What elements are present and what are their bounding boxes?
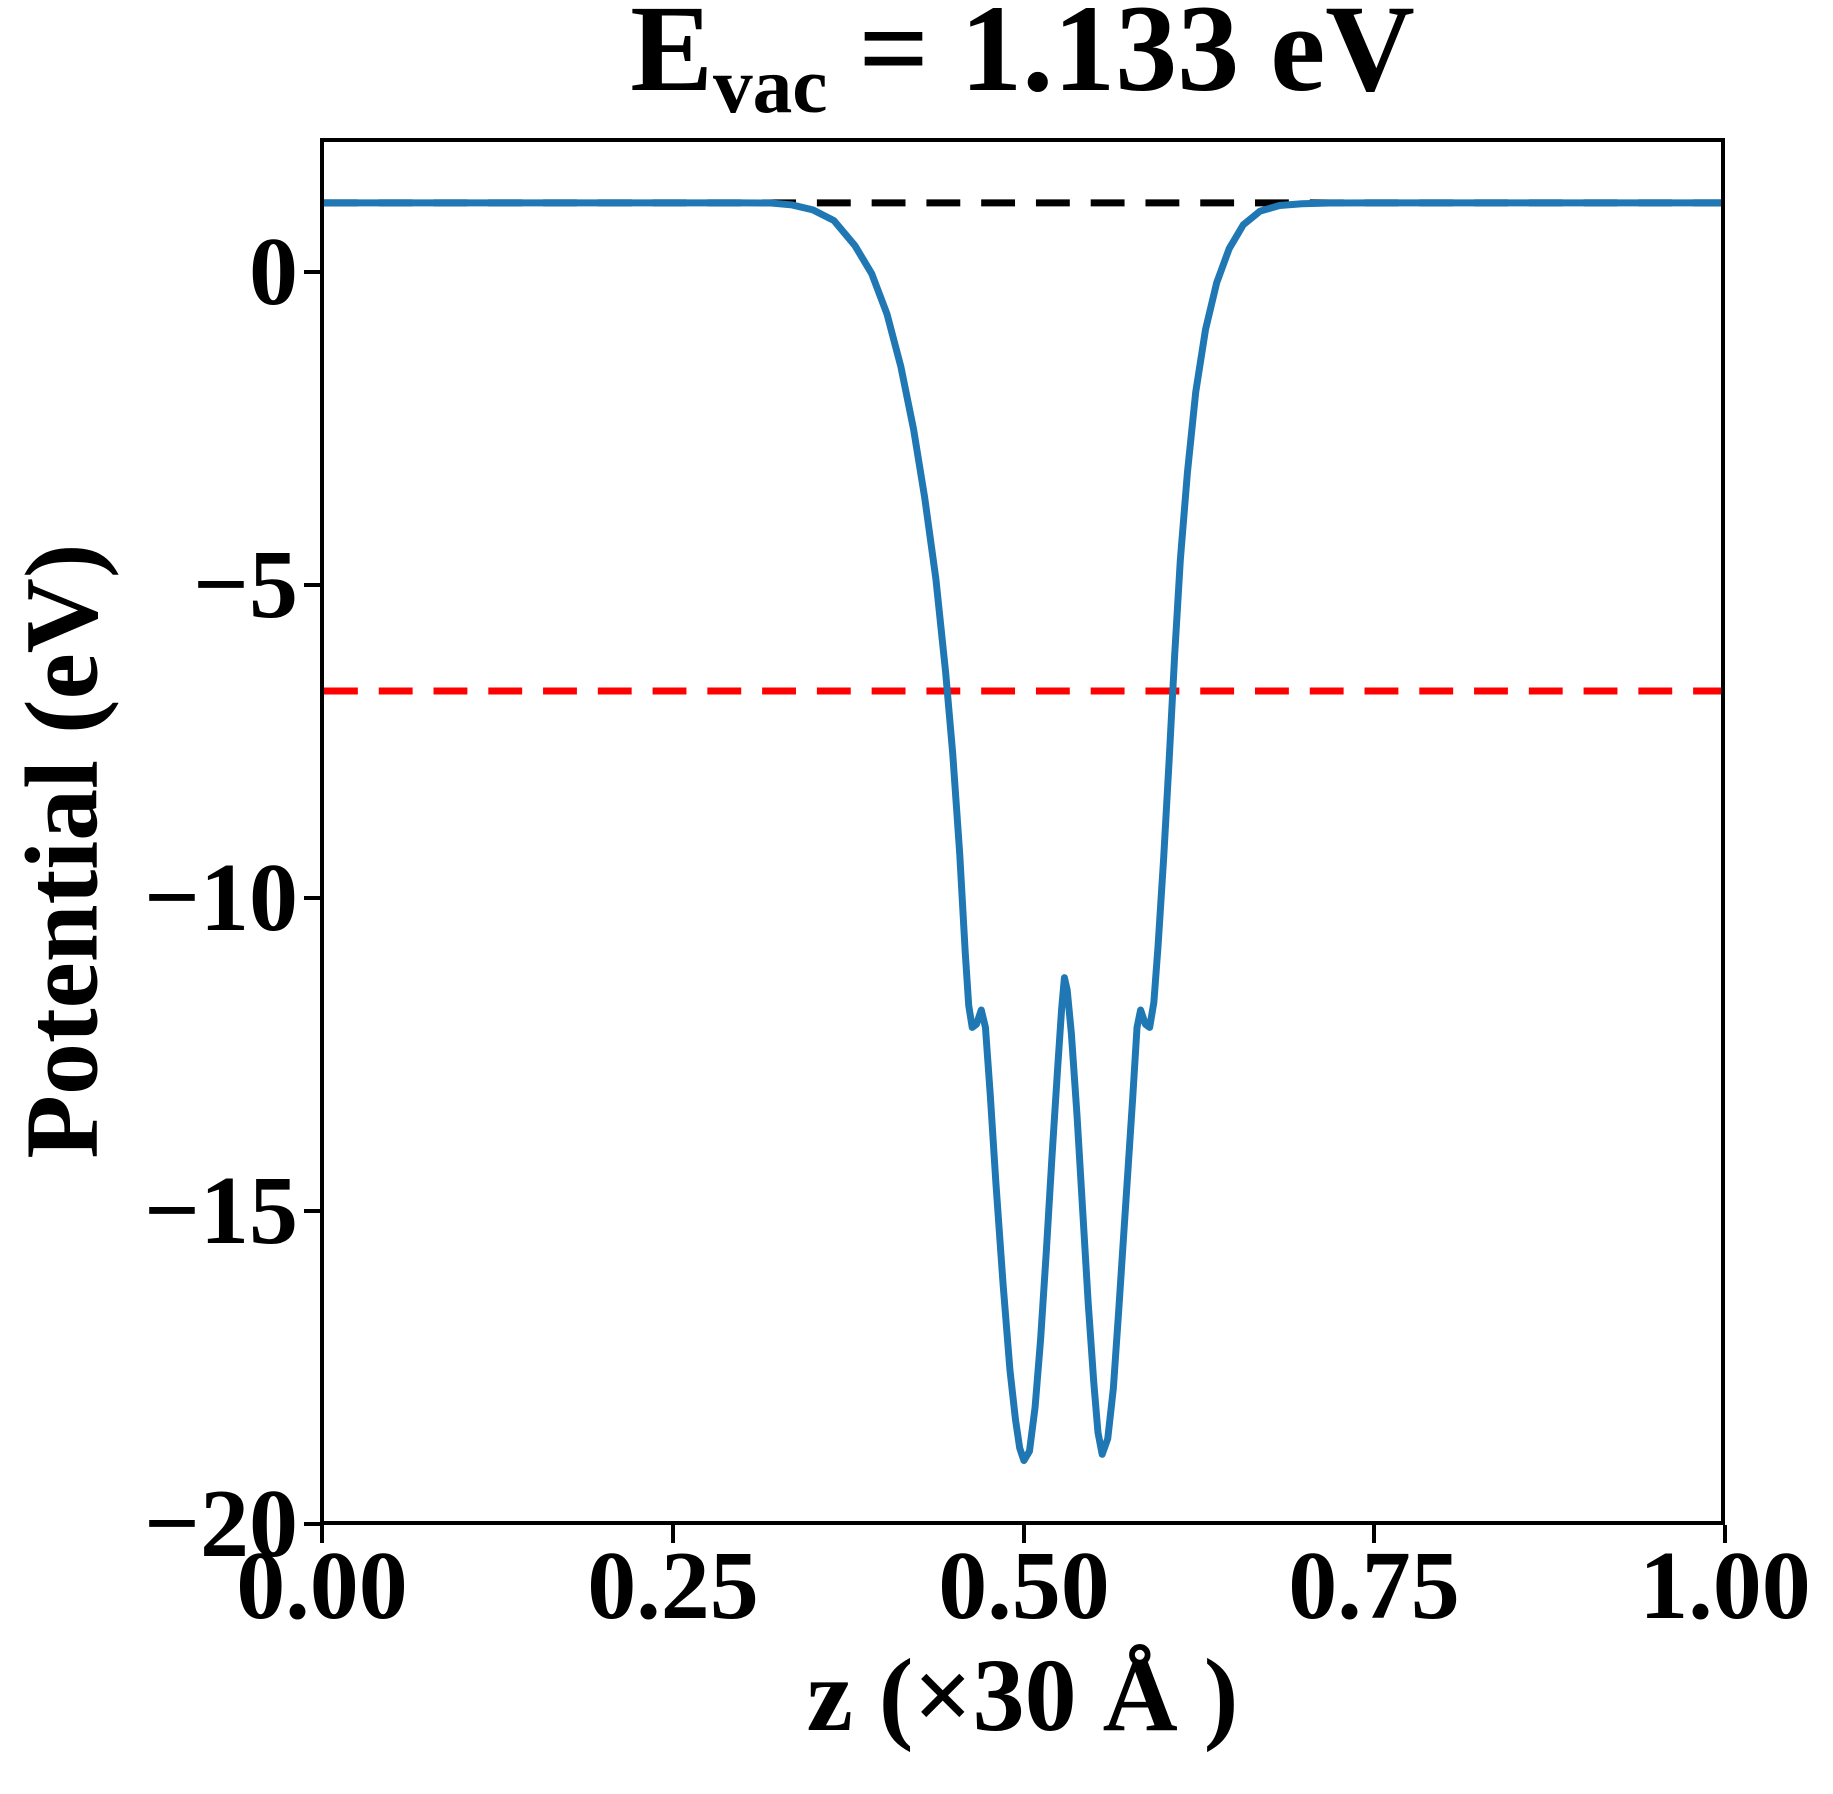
y-tick-mark [304, 583, 322, 587]
y-tick-mark [304, 896, 322, 900]
y-tick-mark [304, 1522, 322, 1526]
plot-area [320, 138, 1725, 1525]
x-tick-label: 0.25 [587, 1532, 759, 1640]
x-tick-label: 0.00 [236, 1532, 408, 1640]
title-symbol: E [630, 0, 713, 117]
y-tick-label: −10 [144, 844, 298, 952]
y-tick-mark [304, 1209, 322, 1213]
potential-curve [324, 199, 1721, 1465]
y-tick-label: −15 [144, 1157, 298, 1265]
x-tick-label: 0.50 [938, 1532, 1110, 1640]
y-tick-mark [304, 270, 322, 274]
x-tick-label: 1.00 [1639, 1532, 1811, 1640]
title-subscript: vac [712, 42, 828, 131]
x-tick-mark [671, 1525, 675, 1543]
y-tick-label: 0 [249, 218, 298, 326]
y-tick-label: −20 [144, 1470, 298, 1578]
x-tick-mark [1723, 1525, 1727, 1543]
chart-title: Evac = 1.133 eV [320, 0, 1725, 126]
title-value: = 1.133 eV [827, 0, 1415, 117]
x-axis-label: z (×30 Å ) [806, 1638, 1239, 1753]
plot-canvas [324, 199, 1721, 1465]
y-tick-label: −5 [193, 531, 298, 639]
x-tick-mark [1022, 1525, 1026, 1543]
x-tick-mark [1372, 1525, 1376, 1543]
x-tick-label: 0.75 [1288, 1532, 1460, 1640]
x-tick-mark [320, 1525, 324, 1543]
